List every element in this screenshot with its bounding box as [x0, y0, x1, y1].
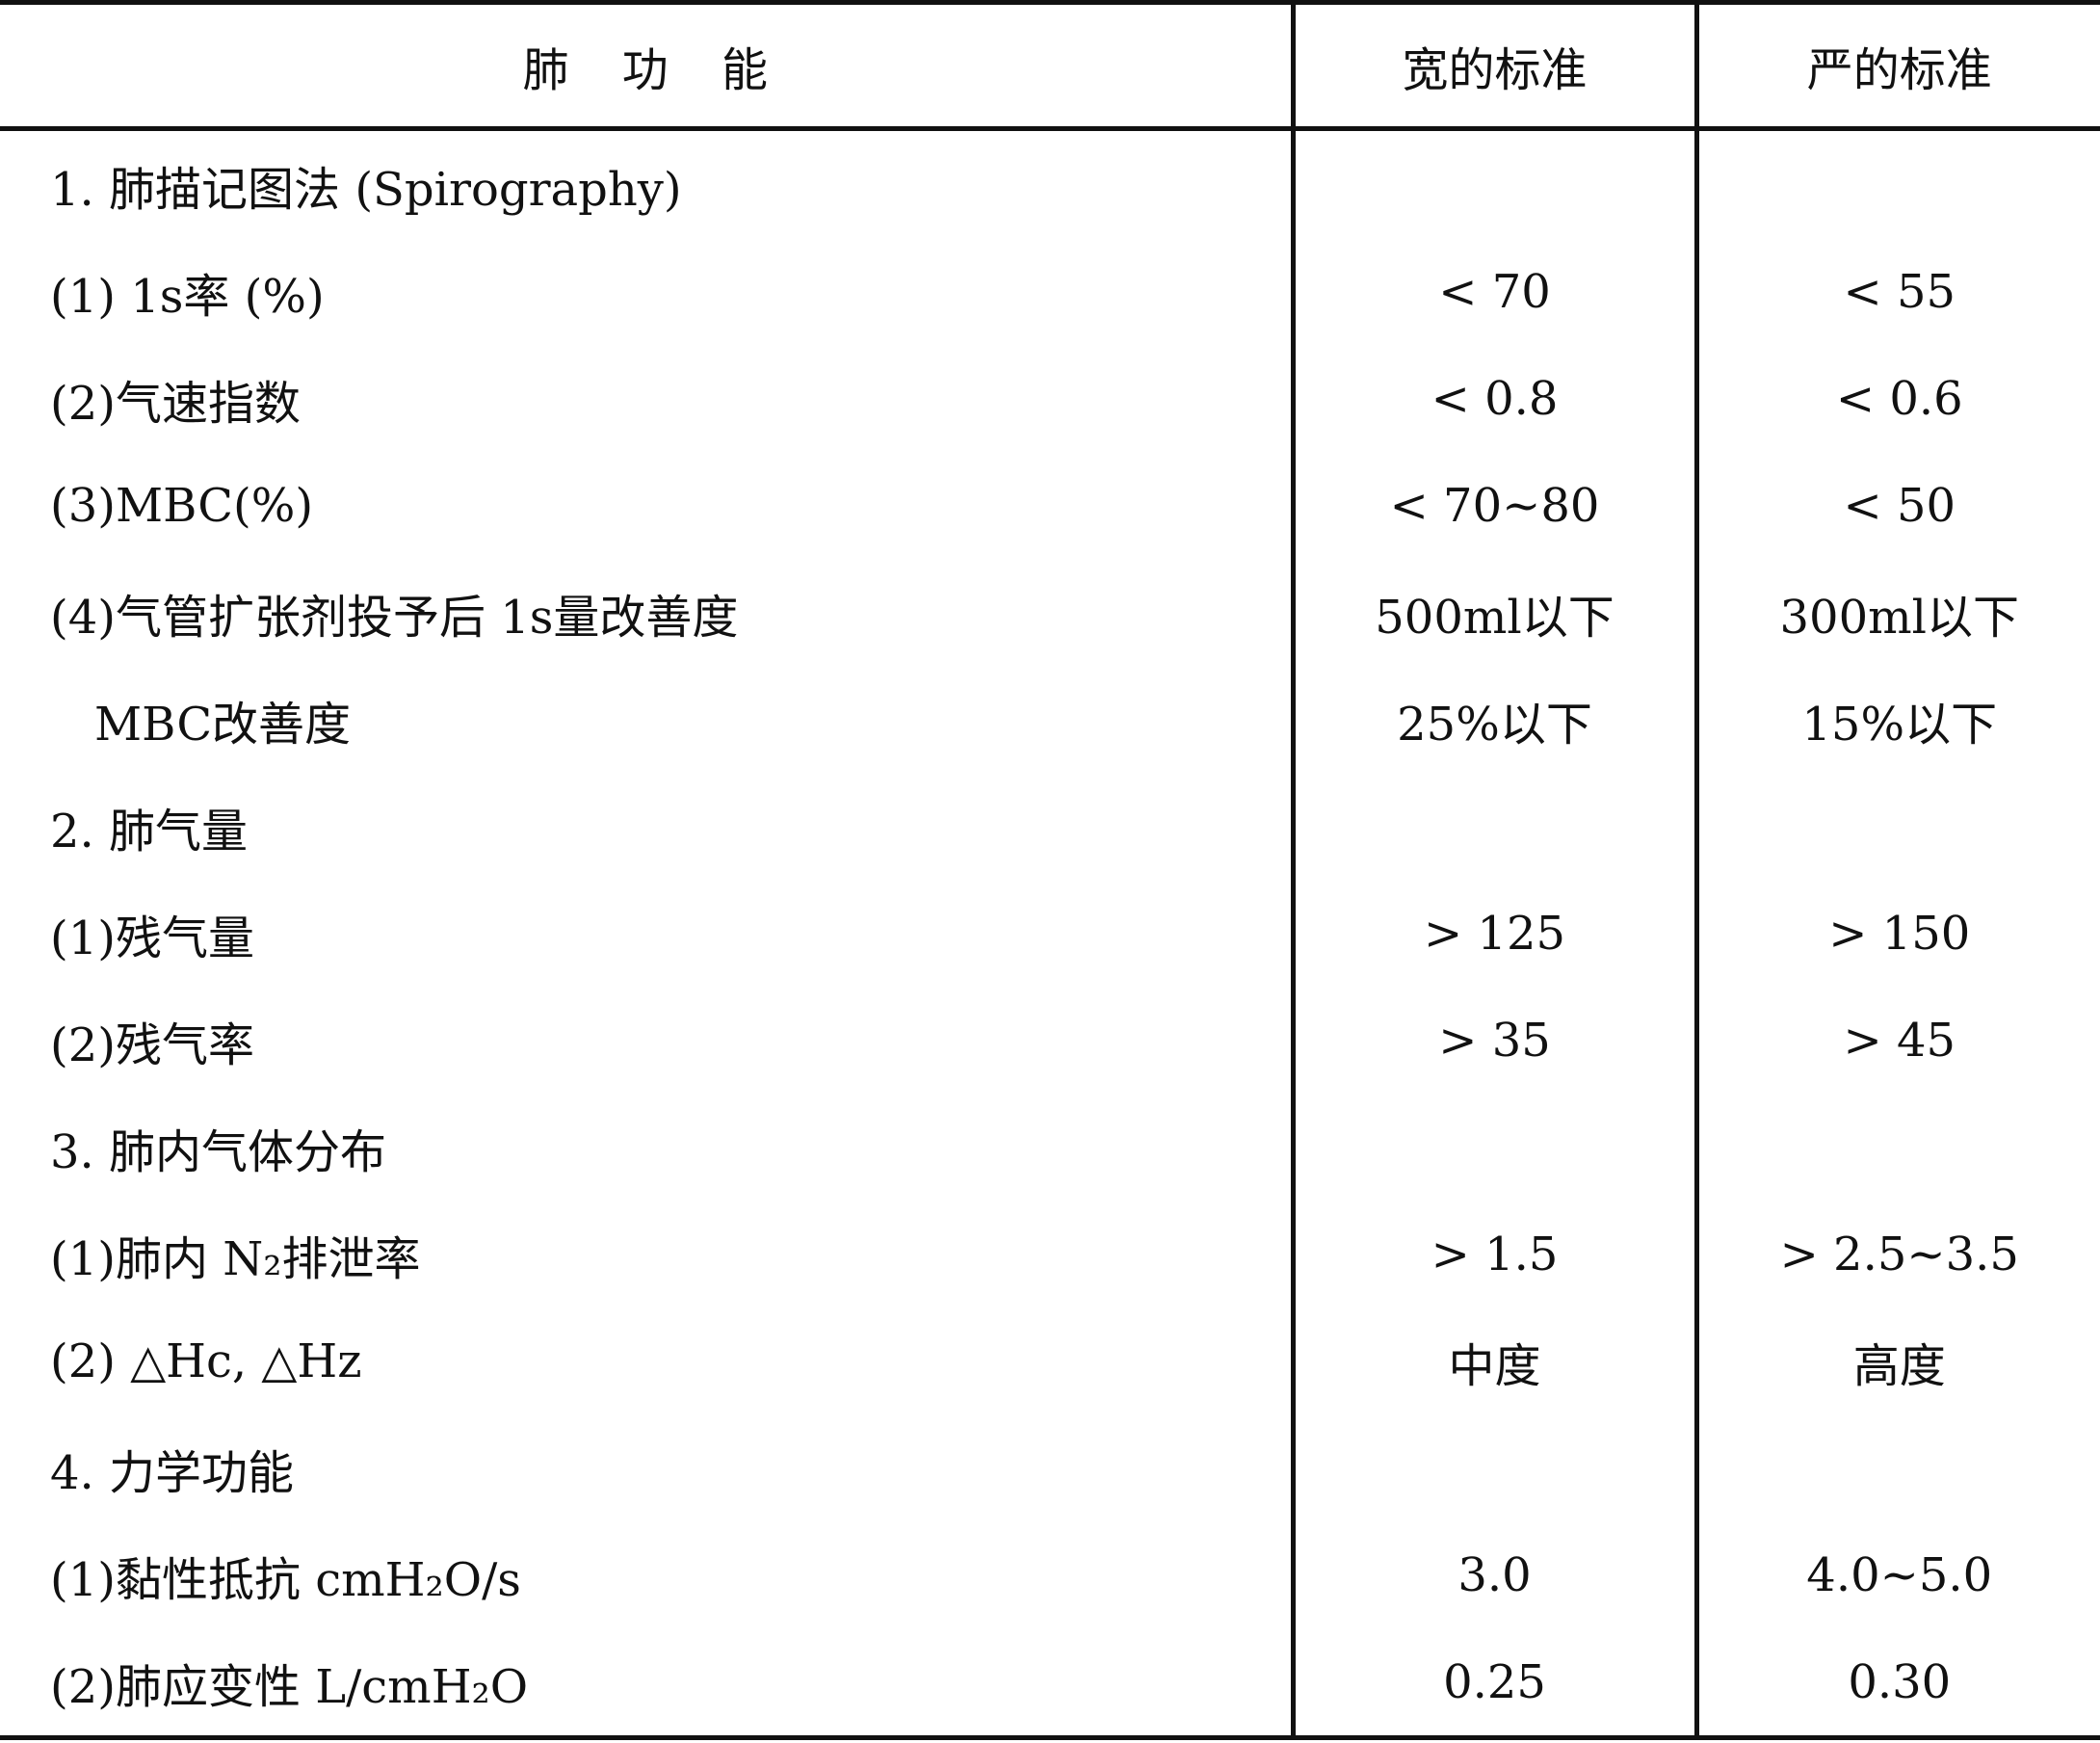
value-cell: 15%以下: [1693, 666, 2100, 773]
item-cell: 2. 肺气量: [50, 804, 249, 858]
table-row: (1)肺内 N₂排泄率 > 1.5 > 2.5~3.5: [0, 1201, 2100, 1307]
value-cell: 中度: [1290, 1307, 1696, 1414]
value-cell: [1693, 773, 2100, 880]
item-cell: 1. 肺描记图法 (Spirography): [50, 162, 682, 217]
value-cell: 4.0~5.0: [1693, 1521, 2100, 1628]
value-cell: < 70~80: [1290, 452, 1696, 559]
value-cell: < 50: [1693, 452, 2100, 559]
table-body: 1. 肺描记图法 (Spirography) (1) 1s率 (%) < 70 < 5…: [0, 128, 2100, 1738]
item-cell: (2)肺应变性 L/cmH₂O: [50, 1659, 529, 1714]
table-header: 肺 功 能 宽的标准 严的标准: [0, 2, 2100, 131]
value-cell: 25%以下: [1290, 666, 1696, 773]
item-cell: 4. 力学功能: [50, 1445, 295, 1500]
table-row: (2) △Hc, △Hz 中度 高度: [0, 1307, 2100, 1414]
item-cell: (3)MBC(%): [50, 478, 314, 533]
value-cell: > 150: [1693, 880, 2100, 987]
item-cell: 3. 肺内气体分布: [50, 1124, 387, 1179]
header-cell: 宽的标准: [1290, 2, 1696, 131]
header-cell: 严的标准: [1693, 2, 2100, 131]
table-row: (2)肺应变性 L/cmH₂O 0.25 0.30: [0, 1628, 2100, 1738]
value-cell: 高度: [1693, 1307, 2100, 1414]
item-cell: (1)残气量: [50, 911, 254, 965]
table-row: (1) 1s率 (%) < 70 < 55: [0, 238, 2100, 345]
table-row: (3)MBC(%) < 70~80 < 50: [0, 452, 2100, 559]
item-cell: (4)气管扩张剂投予后 1s量改善度: [50, 590, 739, 645]
table-row: (2)气速指数 < 0.8 < 0.6: [0, 345, 2100, 452]
item-cell: (2)残气率: [50, 1017, 254, 1072]
item-cell: (2)气速指数: [50, 376, 301, 431]
header-row: 肺 功 能 宽的标准 严的标准: [0, 2, 2100, 131]
item-cell: (2) △Hc, △Hz: [50, 1334, 362, 1388]
item-cell: MBC改善度: [94, 697, 352, 752]
table-row: 4. 力学功能: [0, 1414, 2100, 1521]
value-cell: 500ml以下: [1290, 559, 1696, 666]
table-row: (2)残气率 > 35 > 45: [0, 987, 2100, 1094]
value-cell: [1290, 1414, 1696, 1521]
value-cell: 0.25: [1290, 1628, 1696, 1738]
value-cell: [1290, 773, 1696, 880]
value-cell: < 70: [1290, 238, 1696, 345]
value-cell: > 35: [1290, 987, 1696, 1094]
table-row: 1. 肺描记图法 (Spirography): [0, 128, 2100, 238]
value-cell: 3.0: [1290, 1521, 1696, 1628]
value-cell: [1693, 128, 2100, 238]
table-row: 2. 肺气量: [0, 773, 2100, 880]
value-cell: < 55: [1693, 238, 2100, 345]
value-cell: > 45: [1693, 987, 2100, 1094]
value-cell: > 125: [1290, 880, 1696, 987]
value-cell: 300ml以下: [1693, 559, 2100, 666]
value-cell: [1290, 128, 1696, 238]
table-row: (4)气管扩张剂投予后 1s量改善度 500ml以下 300ml以下: [0, 559, 2100, 666]
item-cell: (1)肺内 N₂排泄率: [50, 1231, 421, 1286]
value-cell: [1693, 1094, 2100, 1201]
value-cell: > 1.5: [1290, 1201, 1696, 1307]
table-row: (1)残气量 > 125 > 150: [0, 880, 2100, 987]
header-cell: 肺 功 能: [0, 2, 1293, 131]
value-cell: [1290, 1094, 1696, 1201]
value-cell: < 0.6: [1693, 345, 2100, 452]
table-row: (1)黏性抵抗 cmH₂O/s 3.0 4.0~5.0: [0, 1521, 2100, 1628]
value-cell: [1693, 1414, 2100, 1521]
value-cell: 0.30: [1693, 1628, 2100, 1738]
value-cell: < 0.8: [1290, 345, 1696, 452]
item-cell: (1)黏性抵抗 cmH₂O/s: [50, 1552, 521, 1607]
table-row: 3. 肺内气体分布: [0, 1094, 2100, 1201]
item-cell: (1) 1s率 (%): [50, 269, 325, 324]
table-row: MBC改善度 25%以下 15%以下: [0, 666, 2100, 773]
value-cell: > 2.5~3.5: [1693, 1201, 2100, 1307]
